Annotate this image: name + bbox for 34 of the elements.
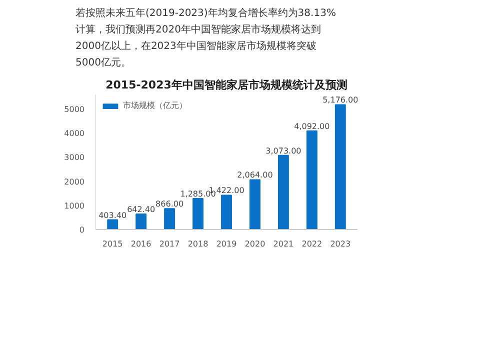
bar — [249, 179, 260, 230]
x-tick-label: 2021 — [273, 240, 294, 248]
x-tick-label: 2019 — [216, 240, 237, 248]
text: 若按照未来五年(2019-2023)年均复合增长率约为38.13% 计算，我们预测再2020年中国智能家居市场规模将达到 2000亿以上，在2023年中国智能家居市场规模将突破 5000亿元。 — [76, 7, 336, 68]
bar — [107, 219, 118, 230]
bar — [306, 130, 318, 230]
text: 2,064.00 — [237, 170, 273, 180]
x-tick-label: 2017 — [159, 240, 180, 248]
x-tick-label: 2015 — [102, 240, 123, 248]
x-tick-label: 2016 — [130, 240, 152, 248]
text: 866.00 — [156, 200, 184, 209]
text: 3,073.00 — [266, 146, 302, 156]
bar — [278, 154, 289, 230]
y-tick-label: 4000 — [64, 129, 84, 138]
y-tick-label: 5000 — [64, 104, 84, 114]
text: 642.40 — [127, 205, 156, 214]
y-tick-label: 0 — [79, 226, 85, 234]
y-tick-label: 1000 — [64, 201, 84, 210]
text: 403.40 — [98, 210, 127, 220]
text: 5,176.00 — [322, 96, 358, 105]
bar — [136, 214, 147, 230]
bar — [221, 194, 232, 230]
x-tick-label: 2018 — [188, 240, 208, 248]
x-tick-label: 2022 — [302, 240, 322, 248]
y-tick-label: 3000 — [64, 153, 84, 162]
bar — [192, 198, 204, 230]
x-tick-label: 2020 — [244, 240, 266, 248]
legend-label: 市场规模（亿元） — [123, 100, 187, 111]
text: 4,092.00 — [294, 122, 330, 131]
bar — [334, 104, 346, 230]
bar — [164, 208, 176, 230]
x-tick-label: 2023 — [330, 240, 351, 248]
chart-title: 2015-2023年中国智能家居市场规模统计及预测 — [106, 78, 348, 92]
y-tick-label: 2000 — [64, 177, 84, 186]
